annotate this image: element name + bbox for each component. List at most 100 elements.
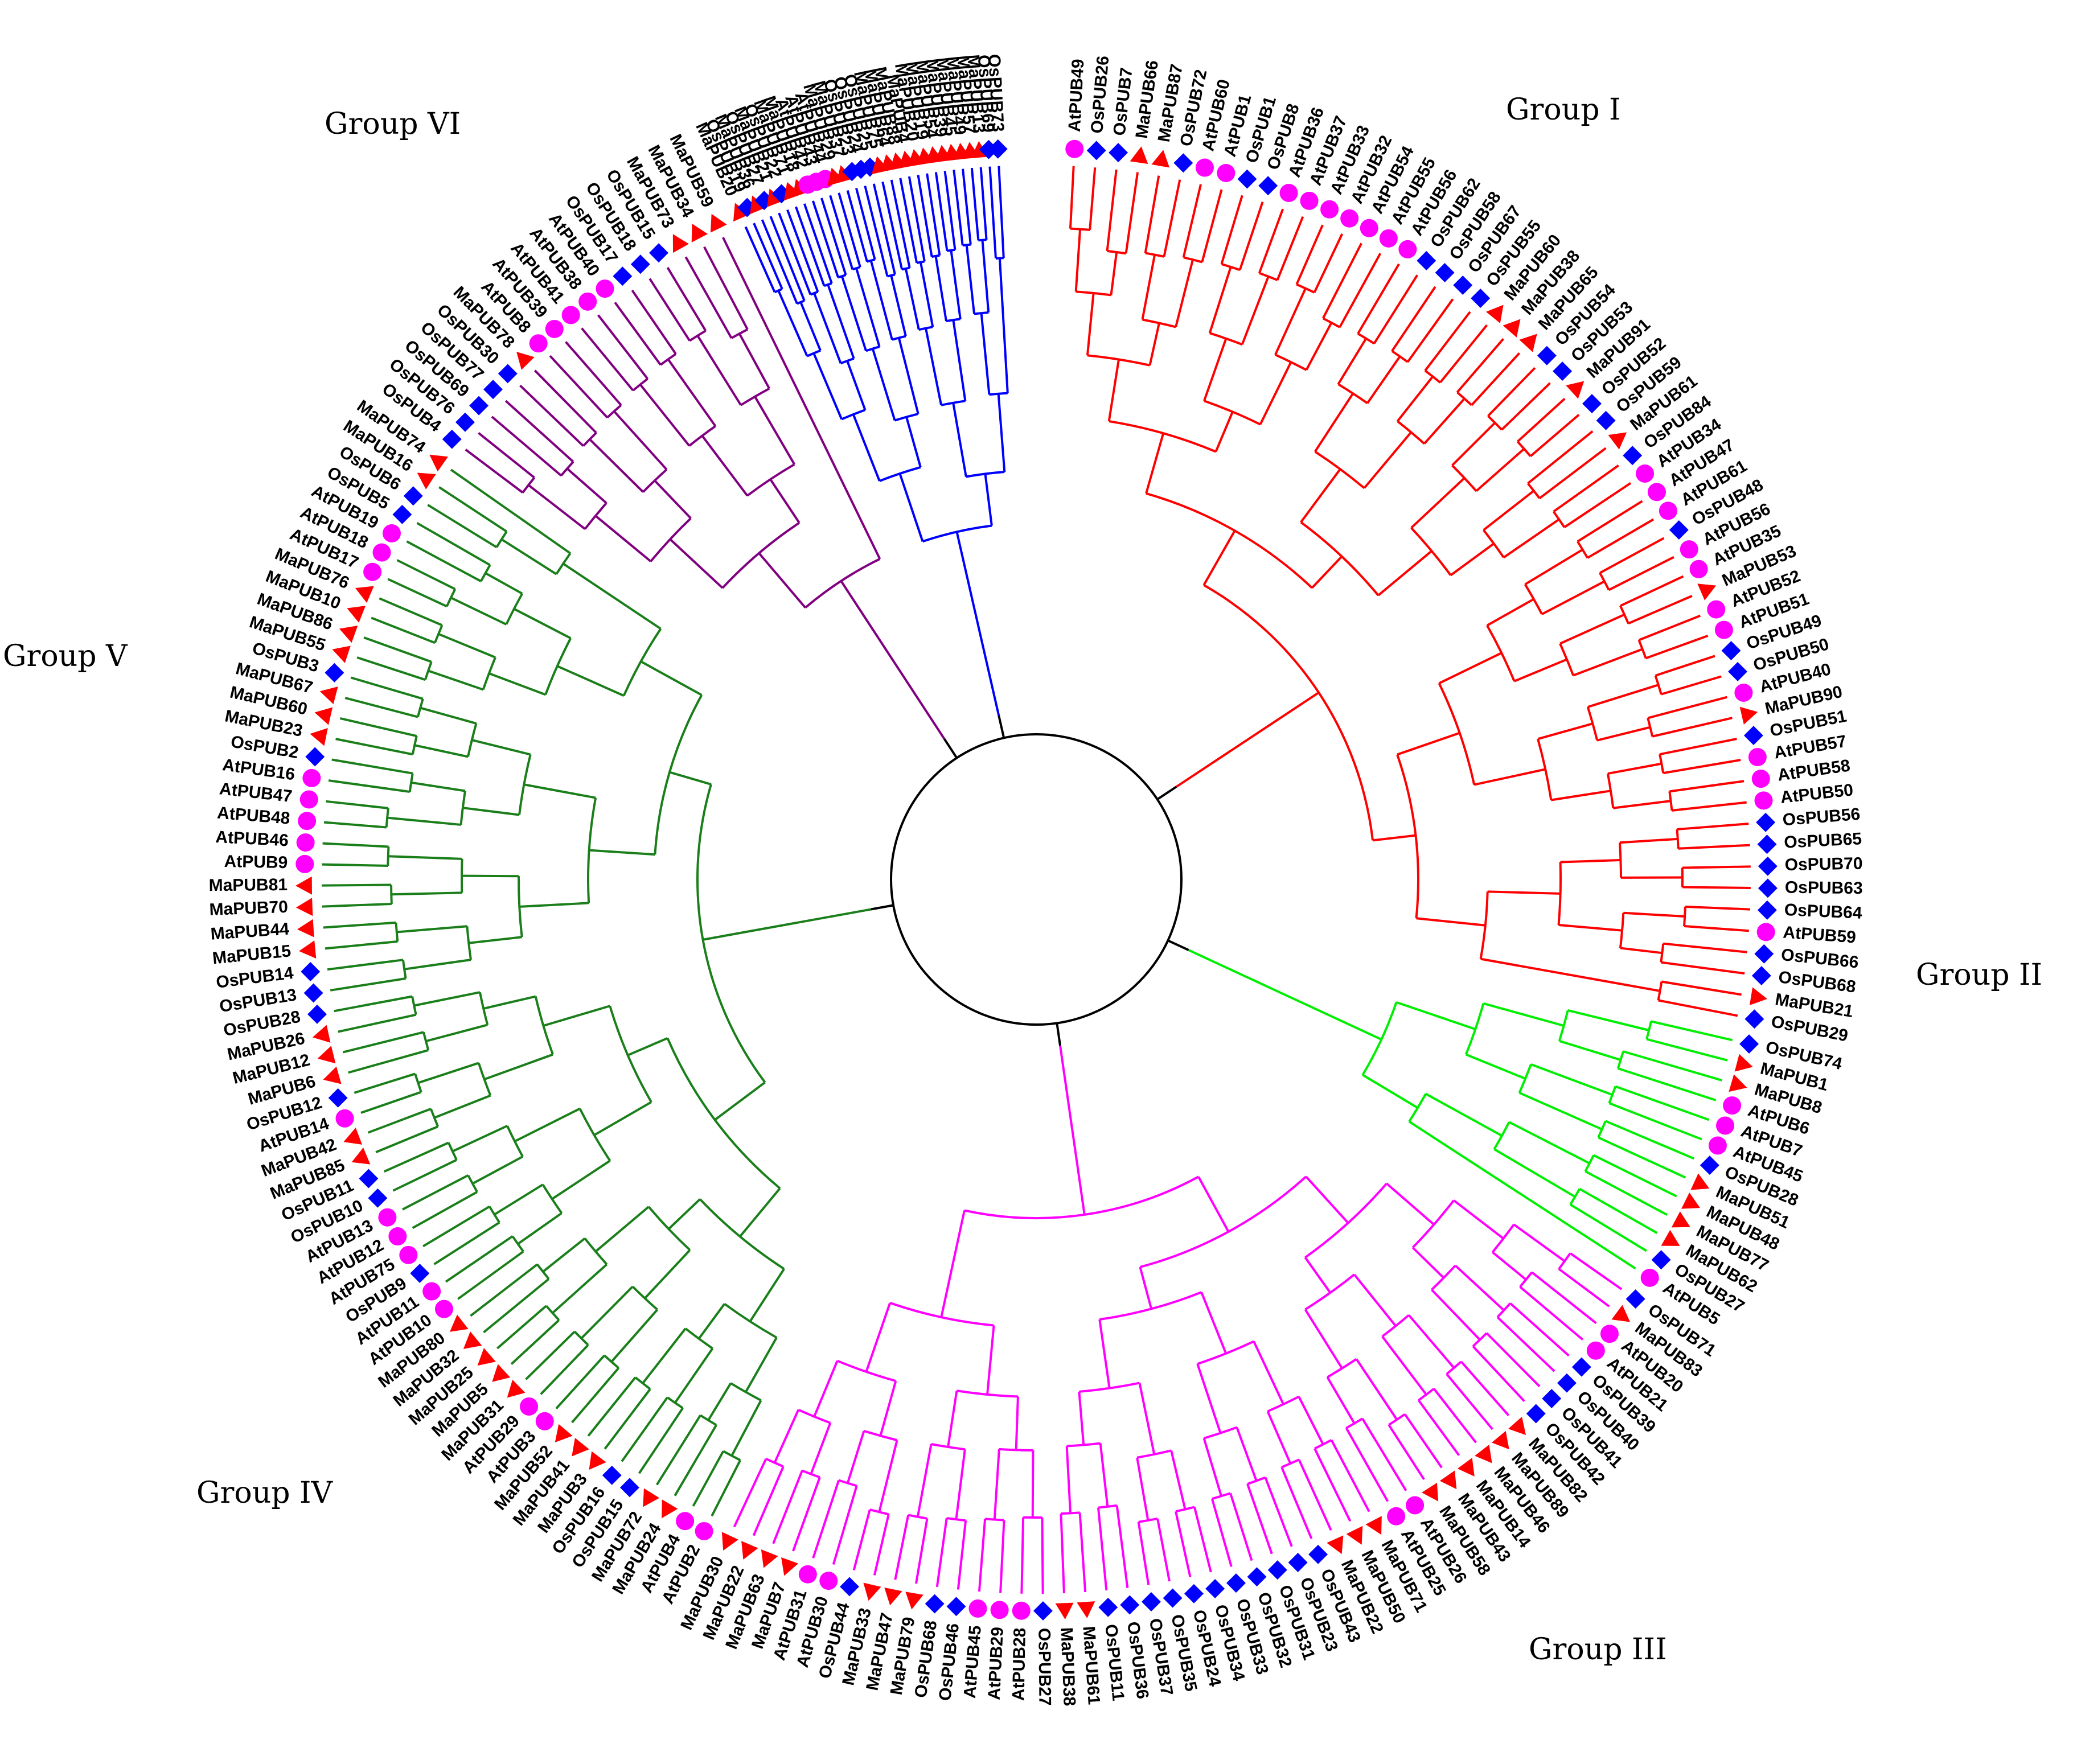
branch-radial (613, 410, 668, 471)
branch-radial (980, 312, 991, 395)
branch-radial (778, 212, 812, 295)
marker-circle (1406, 1496, 1425, 1515)
marker-triangle (492, 1364, 511, 1382)
marker-circle (1379, 229, 1398, 248)
marker-diamond (1623, 446, 1643, 466)
branch-radial (998, 166, 1005, 258)
branch-radial (1577, 500, 1643, 542)
marker-diamond (1537, 346, 1557, 365)
branch-radial (668, 1198, 701, 1230)
branch-radial (1362, 1074, 1419, 1109)
marker-triangle (1457, 1458, 1475, 1477)
branch-radial (472, 1156, 523, 1185)
marker-diamond (1557, 1373, 1577, 1393)
branch-radial (1530, 1063, 1613, 1096)
branch-radial (556, 665, 625, 697)
branch-arc (798, 1408, 831, 1424)
branch-radial (978, 1519, 987, 1592)
branch-radial (1663, 759, 1741, 775)
branch-radial (940, 1210, 966, 1318)
branch-radial (998, 258, 1009, 393)
leaf-label: OsPUB11 (1101, 1623, 1127, 1702)
branch-radial (417, 1062, 479, 1084)
branch-radial (1214, 411, 1234, 453)
branch-arc (1259, 272, 1278, 281)
branch-radial (483, 1278, 550, 1334)
marker-diamond (1237, 169, 1257, 189)
branch-radial (1339, 253, 1382, 328)
branch-radial (950, 250, 962, 319)
branch-radial (494, 1183, 544, 1216)
branch-radial (714, 1081, 766, 1121)
backbone-stem (871, 904, 894, 911)
branch-radial (519, 384, 584, 447)
branch-radial (642, 1327, 687, 1384)
leaf-label: OsPUB73 (984, 54, 1007, 132)
branch-radial (1395, 1001, 1476, 1030)
branch-radial (1156, 1518, 1171, 1582)
branch-arc (1221, 263, 1241, 272)
branch-radial (812, 352, 843, 420)
branch-radial (1274, 287, 1307, 355)
branch-radial (587, 1376, 637, 1437)
branch-radial (890, 179, 911, 268)
branch-radial (1407, 1314, 1455, 1369)
marker-diamond (1267, 1560, 1287, 1580)
marker-diamond (613, 266, 633, 286)
leaf-label: MaPUB44 (210, 920, 290, 944)
branch-radial (1453, 1199, 1504, 1240)
branch-arc (1146, 492, 1313, 589)
backbone-stem (943, 738, 958, 759)
branch-arc (448, 1142, 458, 1161)
branch-radial (597, 314, 649, 380)
group-stem (840, 580, 946, 740)
branch-radial (881, 181, 904, 270)
branch-radial (1475, 448, 1525, 492)
branch-radial (1472, 1345, 1525, 1402)
branch-radial (753, 223, 783, 290)
marker-triangle (905, 1592, 923, 1610)
branch-arc (1668, 791, 1673, 811)
leaf-label: MaPUB70 (209, 898, 289, 919)
branch-arc (1136, 1449, 1172, 1459)
marker-circle (1751, 770, 1770, 788)
marker-triangle (319, 686, 338, 705)
branch-radial (692, 1450, 725, 1507)
branch-arc (974, 311, 989, 315)
branch-radial (1623, 911, 1685, 918)
branch-radial (701, 435, 749, 496)
branch-arc (411, 996, 417, 1015)
branch-radial (1638, 614, 1701, 642)
branch-arc (1142, 318, 1176, 328)
branch-radial (1353, 1273, 1397, 1327)
branch-radial (1235, 1426, 1258, 1482)
marker-circle (1640, 1268, 1659, 1287)
marker-circle (382, 524, 401, 542)
branch-radial (1677, 823, 1749, 830)
branch-radial (414, 744, 469, 758)
branch-radial (761, 219, 798, 305)
branch-radial (1372, 834, 1416, 842)
marker-circle (1748, 748, 1767, 767)
marker-diamond (649, 243, 668, 263)
branch-arc (390, 885, 393, 904)
branch-radial (551, 1159, 611, 1200)
branch-radial (387, 578, 448, 608)
marker-diamond (1288, 1553, 1308, 1572)
branch-radial (614, 302, 662, 366)
branch-radial (413, 991, 481, 1007)
branch-radial (462, 807, 520, 816)
branch-arc (482, 657, 496, 690)
marker-triangle (733, 203, 750, 222)
branch-radial (525, 1330, 576, 1380)
marker-diamond (483, 380, 503, 400)
marker-triangle (429, 454, 449, 472)
marker-triangle (1422, 1482, 1439, 1502)
branch-arc (700, 1414, 717, 1426)
marker-circle (372, 543, 391, 562)
branch-arc (654, 694, 703, 855)
branch-radial (984, 474, 993, 526)
branch-radial (1148, 323, 1160, 366)
branch-radial (1264, 1477, 1293, 1547)
branch-radial (1099, 1443, 1109, 1507)
